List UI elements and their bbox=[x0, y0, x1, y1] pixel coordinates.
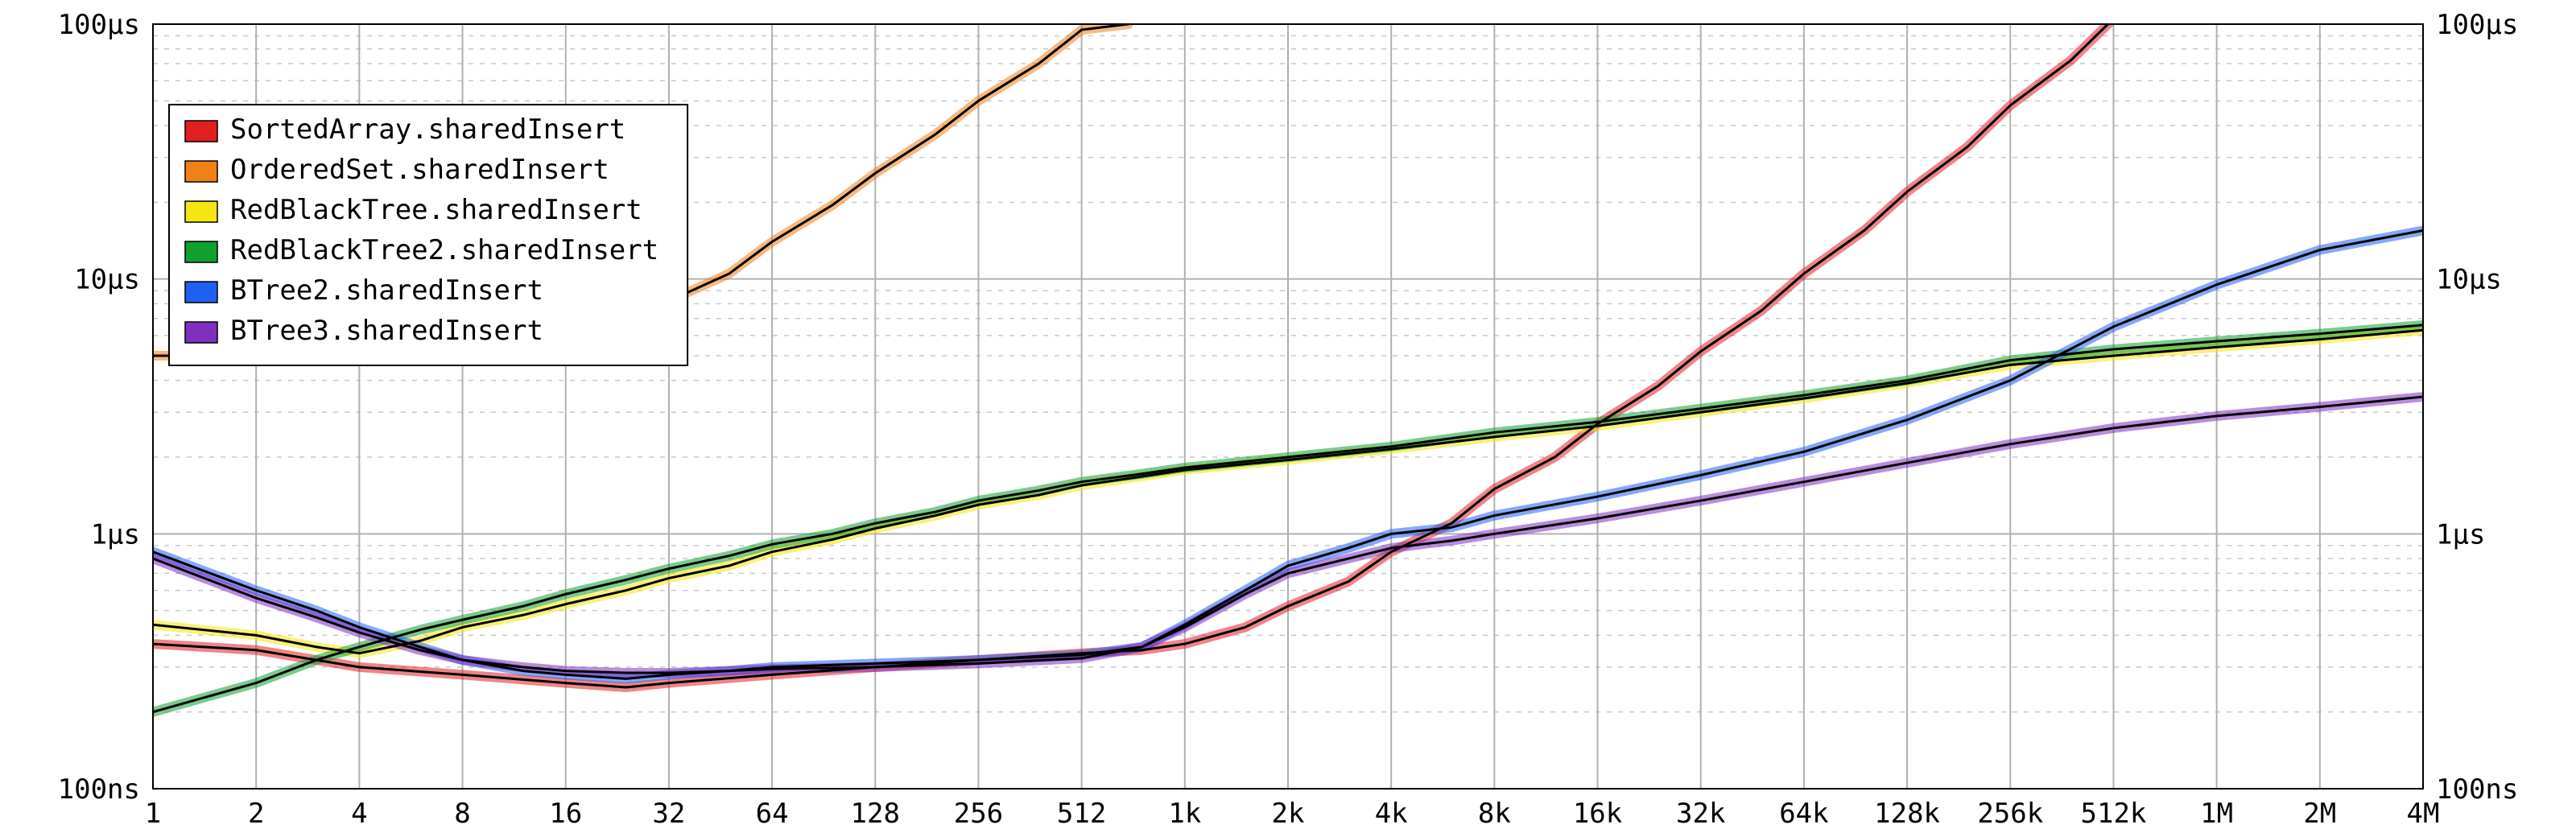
y-tick-label-right: 100µs bbox=[2436, 9, 2518, 41]
x-tick-label: 2 bbox=[248, 798, 264, 830]
y-tick-label-right: 10µs bbox=[2436, 264, 2502, 296]
x-tick-label: 4 bbox=[351, 798, 367, 830]
legend-swatch bbox=[185, 282, 217, 303]
x-tick-label: 4M bbox=[2407, 798, 2440, 830]
legend-label: RedBlackTree.sharedInsert bbox=[230, 194, 642, 226]
x-tick-label: 8 bbox=[454, 798, 470, 830]
x-tick-label: 256 bbox=[954, 798, 1003, 830]
x-tick-label: 4k bbox=[1375, 798, 1408, 830]
x-tick-label: 16k bbox=[1573, 798, 1622, 830]
x-tick-label: 128 bbox=[851, 798, 900, 830]
y-tick-label-left: 100µs bbox=[58, 9, 140, 41]
x-tick-label: 1 bbox=[145, 798, 161, 830]
x-tick-label: 16 bbox=[549, 798, 582, 830]
legend-label: BTree2.sharedInsert bbox=[230, 274, 543, 307]
legend-swatch bbox=[185, 322, 217, 343]
y-tick-label-right: 1µs bbox=[2436, 518, 2485, 550]
chart-canvas: 1 2 4 8 16 32 64 128 256 512 1k 2k 4k 8k 16k 32k 64k 128k… bbox=[0, 0, 2576, 837]
x-tick-label: 512 bbox=[1057, 798, 1106, 830]
y-tick-label-left: 10µs bbox=[74, 264, 140, 296]
legend-label: SortedArray.sharedInsert bbox=[230, 113, 625, 146]
x-tick-label: 32k bbox=[1676, 798, 1725, 830]
x-tick-label: 1k bbox=[1168, 798, 1201, 830]
x-tick-label: 2k bbox=[1272, 798, 1305, 830]
x-tick-label: 32 bbox=[652, 798, 685, 830]
legend-swatch bbox=[185, 241, 217, 262]
benchmark-chart: 1 2 4 8 16 32 64 128 256 512 1k 2k 4k 8k 16k 32k 64k 128k… bbox=[0, 0, 2576, 837]
legend-label: BTree3.sharedInsert bbox=[230, 315, 543, 347]
legend: SortedArray.sharedInsert OrderedSet.share… bbox=[169, 105, 687, 365]
x-tick-label: 2M bbox=[2303, 798, 2336, 830]
y-tick-label-left: 100ns bbox=[58, 773, 140, 806]
x-tick-label: 64k bbox=[1779, 798, 1828, 830]
x-tick-label: 8k bbox=[1478, 798, 1511, 830]
legend-label: RedBlackTree2.sharedInsert bbox=[230, 234, 658, 266]
y-tick-label-right: 100ns bbox=[2436, 773, 2518, 806]
legend-swatch bbox=[185, 121, 217, 142]
y-tick-label-left: 1µs bbox=[91, 518, 140, 550]
x-tick-label: 1M bbox=[2200, 798, 2233, 830]
x-tick-label: 128k bbox=[1874, 798, 1940, 830]
x-tick-label: 512k bbox=[2081, 798, 2147, 830]
x-tick-label: 64 bbox=[756, 798, 789, 830]
legend-swatch bbox=[185, 201, 217, 222]
x-tick-label: 256k bbox=[1977, 798, 2043, 830]
legend-swatch bbox=[185, 161, 217, 182]
legend-label: OrderedSet.sharedInsert bbox=[230, 154, 609, 186]
